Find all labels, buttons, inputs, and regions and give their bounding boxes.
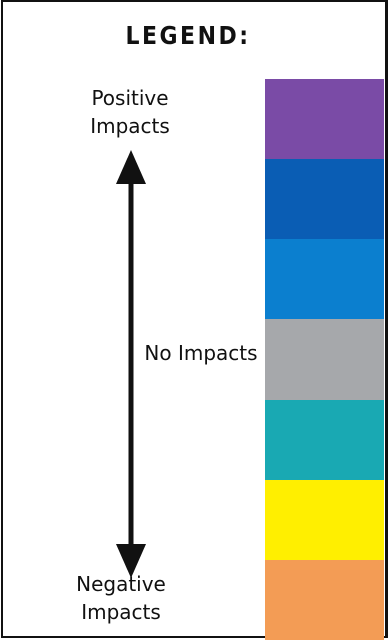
no-impacts-label: No Impacts: [144, 341, 258, 365]
color-swatch: [265, 479, 384, 560]
color-swatch: [265, 79, 384, 160]
color-swatch: [265, 239, 384, 320]
color-swatch: [265, 559, 384, 640]
color-swatch: [265, 319, 384, 400]
positive-impacts-label: Positive Impacts: [90, 86, 170, 138]
impact-color-scale: [265, 79, 384, 640]
color-swatch: [265, 399, 384, 480]
legend-title: LEGEND:: [125, 22, 251, 51]
color-swatch: [265, 159, 384, 240]
double-arrow-icon: [116, 150, 146, 578]
negative-impacts-label: Negative Impacts: [76, 572, 166, 624]
